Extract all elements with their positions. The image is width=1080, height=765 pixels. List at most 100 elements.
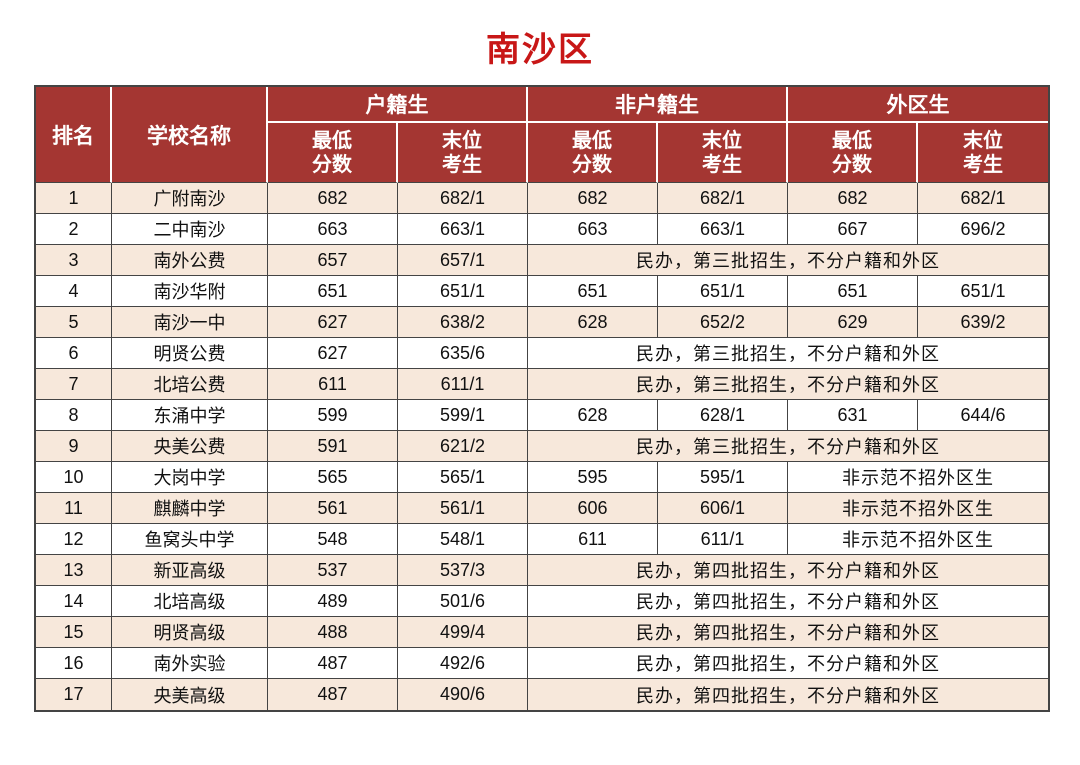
rank-cell: 11 bbox=[36, 493, 112, 524]
score-cell: 611/1 bbox=[398, 369, 528, 400]
page-title: 南沙区 bbox=[486, 31, 594, 69]
school-cell: 明贤高级 bbox=[112, 617, 268, 648]
score-cell: 682 bbox=[528, 183, 658, 214]
note-cell: 非示范不招外区生 bbox=[788, 524, 1048, 555]
rank-cell: 2 bbox=[36, 214, 112, 245]
table-row: 1 广附南沙 682 682/1 682 682/1 682 682/1 bbox=[36, 183, 1048, 214]
score-cell: 631 bbox=[788, 400, 918, 431]
note-cell: 民办，第三批招生，不分户籍和外区 bbox=[528, 369, 1048, 400]
score-cell: 644/6 bbox=[918, 400, 1048, 431]
score-cell: 651/1 bbox=[658, 276, 788, 307]
col-header-min-score: 最低 分数 bbox=[268, 123, 398, 183]
school-cell: 麒麟中学 bbox=[112, 493, 268, 524]
rank-cell: 16 bbox=[36, 648, 112, 679]
rank-cell: 6 bbox=[36, 338, 112, 369]
table-row: 9 央美公费 591 621/2 民办，第三批招生，不分户籍和外区 bbox=[36, 431, 1048, 462]
note-cell: 民办，第三批招生，不分户籍和外区 bbox=[528, 245, 1048, 276]
table-row: 11 麒麟中学 561 561/1 606 606/1 非示范不招外区生 bbox=[36, 493, 1048, 524]
score-cell: 663/1 bbox=[658, 214, 788, 245]
score-cell: 492/6 bbox=[398, 648, 528, 679]
score-cell: 628 bbox=[528, 307, 658, 338]
score-cell: 682 bbox=[788, 183, 918, 214]
score-cell: 682 bbox=[268, 183, 398, 214]
rank-cell: 5 bbox=[36, 307, 112, 338]
score-cell: 595 bbox=[528, 462, 658, 493]
school-cell: 央美公费 bbox=[112, 431, 268, 462]
col-group-nonregistered: 非户籍生 bbox=[528, 87, 788, 123]
note-cell: 民办，第三批招生，不分户籍和外区 bbox=[528, 338, 1048, 369]
score-cell: 490/6 bbox=[398, 679, 528, 710]
score-cell: 657 bbox=[268, 245, 398, 276]
school-cell: 大岗中学 bbox=[112, 462, 268, 493]
score-cell: 611/1 bbox=[658, 524, 788, 555]
score-cell: 635/6 bbox=[398, 338, 528, 369]
table-row: 2 二中南沙 663 663/1 663 663/1 667 696/2 bbox=[36, 214, 1048, 245]
score-cell: 651 bbox=[788, 276, 918, 307]
score-cell: 627 bbox=[268, 307, 398, 338]
table-row: 6 明贤公费 627 635/6 民办，第三批招生，不分户籍和外区 bbox=[36, 338, 1048, 369]
note-cell: 民办，第四批招生，不分户籍和外区 bbox=[528, 648, 1048, 679]
col-header-min-score: 最低 分数 bbox=[528, 123, 658, 183]
school-cell: 新亚高级 bbox=[112, 555, 268, 586]
school-cell: 南沙一中 bbox=[112, 307, 268, 338]
score-cell: 663 bbox=[528, 214, 658, 245]
rank-cell: 4 bbox=[36, 276, 112, 307]
score-cell: 651 bbox=[528, 276, 658, 307]
score-cell: 499/4 bbox=[398, 617, 528, 648]
score-cell: 652/2 bbox=[658, 307, 788, 338]
score-cell: 599/1 bbox=[398, 400, 528, 431]
note-cell: 民办，第四批招生，不分户籍和外区 bbox=[528, 555, 1048, 586]
score-cell: 548 bbox=[268, 524, 398, 555]
score-cell: 537 bbox=[268, 555, 398, 586]
score-cell: 611 bbox=[268, 369, 398, 400]
school-cell: 鱼窝头中学 bbox=[112, 524, 268, 555]
score-cell: 501/6 bbox=[398, 586, 528, 617]
note-cell: 民办，第四批招生，不分户籍和外区 bbox=[528, 586, 1048, 617]
col-header-last-examinee: 末位 考生 bbox=[658, 123, 788, 183]
score-cell: 561/1 bbox=[398, 493, 528, 524]
rank-cell: 1 bbox=[36, 183, 112, 214]
score-cell: 565/1 bbox=[398, 462, 528, 493]
table-row: 5 南沙一中 627 638/2 628 652/2 629 639/2 bbox=[36, 307, 1048, 338]
note-cell: 非示范不招外区生 bbox=[788, 462, 1048, 493]
score-cell: 611 bbox=[528, 524, 658, 555]
score-cell: 651 bbox=[268, 276, 398, 307]
score-cell: 548/1 bbox=[398, 524, 528, 555]
score-cell: 628/1 bbox=[658, 400, 788, 431]
score-cell: 651/1 bbox=[398, 276, 528, 307]
table-row: 8 东涌中学 599 599/1 628 628/1 631 644/6 bbox=[36, 400, 1048, 431]
table-row: 3 南外公费 657 657/1 民办，第三批招生，不分户籍和外区 bbox=[36, 245, 1048, 276]
score-cell: 621/2 bbox=[398, 431, 528, 462]
note-cell: 非示范不招外区生 bbox=[788, 493, 1048, 524]
rank-cell: 3 bbox=[36, 245, 112, 276]
score-cell: 663/1 bbox=[398, 214, 528, 245]
score-cell: 696/2 bbox=[918, 214, 1048, 245]
col-header-min-score: 最低 分数 bbox=[788, 123, 918, 183]
score-cell: 606 bbox=[528, 493, 658, 524]
note-cell: 民办，第四批招生，不分户籍和外区 bbox=[528, 617, 1048, 648]
score-cell: 487 bbox=[268, 648, 398, 679]
score-cell: 606/1 bbox=[658, 493, 788, 524]
score-cell: 682/1 bbox=[398, 183, 528, 214]
school-cell: 明贤公费 bbox=[112, 338, 268, 369]
school-cell: 南外公费 bbox=[112, 245, 268, 276]
header-sub-row: 最低 分数 末位 考生 最低 分数 末位 考生 最低 分数 末位 考生 bbox=[36, 123, 1048, 183]
score-cell: 565 bbox=[268, 462, 398, 493]
table-row: 16 南外实验 487 492/6 民办，第四批招生，不分户籍和外区 bbox=[36, 648, 1048, 679]
note-cell: 民办，第四批招生，不分户籍和外区 bbox=[528, 679, 1048, 710]
table-row: 10 大岗中学 565 565/1 595 595/1 非示范不招外区生 bbox=[36, 462, 1048, 493]
col-header-school: 学校名称 bbox=[112, 87, 268, 183]
table-row: 13 新亚高级 537 537/3 民办，第四批招生，不分户籍和外区 bbox=[36, 555, 1048, 586]
score-cell: 657/1 bbox=[398, 245, 528, 276]
col-group-registered: 户籍生 bbox=[268, 87, 528, 123]
score-cell: 682/1 bbox=[658, 183, 788, 214]
score-cell: 682/1 bbox=[918, 183, 1048, 214]
rank-cell: 14 bbox=[36, 586, 112, 617]
header-group-row: 排名 学校名称 户籍生 非户籍生 外区生 bbox=[36, 87, 1048, 183]
school-cell: 南沙华附 bbox=[112, 276, 268, 307]
table-row: 17 央美高级 487 490/6 民办，第四批招生，不分户籍和外区 bbox=[36, 679, 1048, 710]
score-cell: 667 bbox=[788, 214, 918, 245]
rank-cell: 17 bbox=[36, 679, 112, 710]
rank-cell: 9 bbox=[36, 431, 112, 462]
table-row: 15 明贤高级 488 499/4 民办，第四批招生，不分户籍和外区 bbox=[36, 617, 1048, 648]
